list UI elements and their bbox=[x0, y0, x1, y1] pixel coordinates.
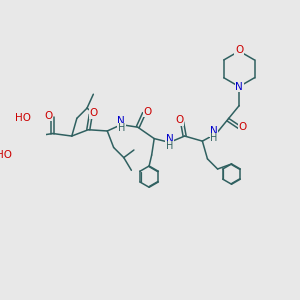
Text: O: O bbox=[175, 115, 183, 125]
Text: O: O bbox=[144, 107, 152, 117]
Text: O: O bbox=[238, 122, 246, 132]
Text: HO: HO bbox=[15, 113, 31, 123]
Text: O: O bbox=[44, 111, 52, 121]
Text: H: H bbox=[118, 123, 125, 134]
Text: H: H bbox=[166, 141, 173, 151]
Text: O: O bbox=[235, 45, 243, 55]
Text: N: N bbox=[117, 116, 125, 126]
Text: N: N bbox=[235, 82, 243, 92]
Text: HO: HO bbox=[0, 150, 12, 160]
Text: O: O bbox=[90, 108, 98, 118]
Text: N: N bbox=[210, 126, 218, 136]
Text: H: H bbox=[210, 133, 218, 143]
Text: N: N bbox=[166, 134, 173, 144]
